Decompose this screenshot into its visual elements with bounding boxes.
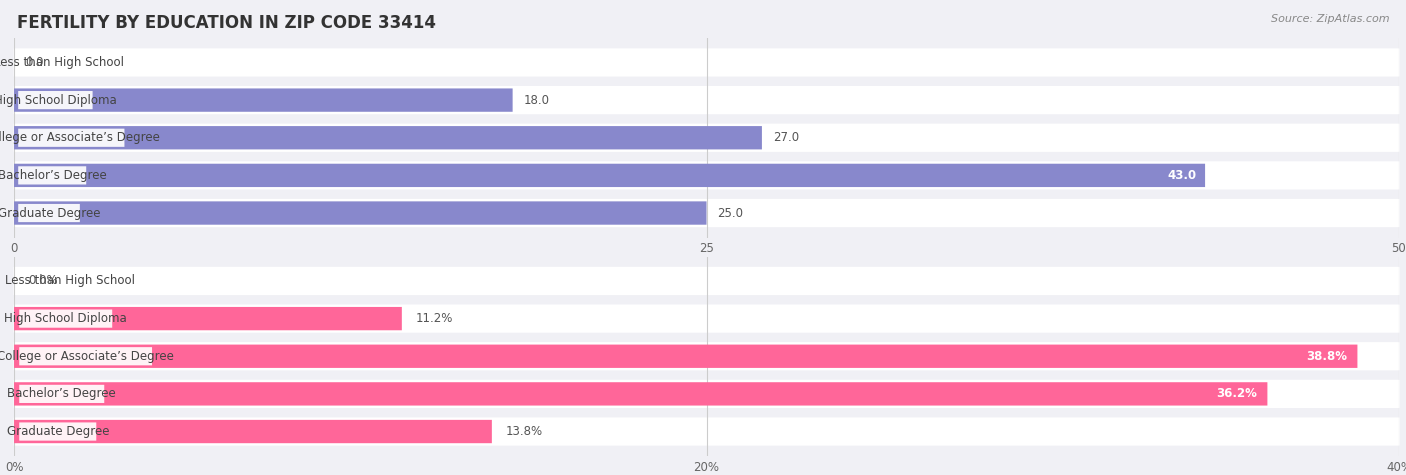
Text: 11.2%: 11.2% <box>416 312 453 325</box>
Text: 38.8%: 38.8% <box>1306 350 1347 363</box>
Text: Graduate Degree: Graduate Degree <box>0 207 100 219</box>
FancyBboxPatch shape <box>20 272 120 290</box>
Text: 27.0: 27.0 <box>773 131 799 144</box>
FancyBboxPatch shape <box>14 267 1399 295</box>
FancyBboxPatch shape <box>14 164 1205 187</box>
Text: 25.0: 25.0 <box>717 207 744 219</box>
Text: 0.0%: 0.0% <box>28 275 58 287</box>
FancyBboxPatch shape <box>14 307 402 330</box>
FancyBboxPatch shape <box>20 422 96 441</box>
Text: 18.0: 18.0 <box>523 94 550 106</box>
Text: Bachelor’s Degree: Bachelor’s Degree <box>7 388 117 400</box>
FancyBboxPatch shape <box>20 310 112 328</box>
FancyBboxPatch shape <box>18 91 93 109</box>
Text: High School Diploma: High School Diploma <box>0 94 117 106</box>
FancyBboxPatch shape <box>14 342 1399 370</box>
Text: High School Diploma: High School Diploma <box>4 312 127 325</box>
Text: Graduate Degree: Graduate Degree <box>7 425 110 438</box>
Text: Bachelor’s Degree: Bachelor’s Degree <box>0 169 107 182</box>
Text: 13.8%: 13.8% <box>506 425 543 438</box>
FancyBboxPatch shape <box>14 162 1399 190</box>
FancyBboxPatch shape <box>14 382 1267 406</box>
Text: 36.2%: 36.2% <box>1216 388 1257 400</box>
FancyBboxPatch shape <box>18 129 125 147</box>
FancyBboxPatch shape <box>14 418 1399 446</box>
FancyBboxPatch shape <box>14 380 1399 408</box>
FancyBboxPatch shape <box>14 124 1399 152</box>
FancyBboxPatch shape <box>14 86 1399 114</box>
Text: FERTILITY BY EDUCATION IN ZIP CODE 33414: FERTILITY BY EDUCATION IN ZIP CODE 33414 <box>17 14 436 32</box>
FancyBboxPatch shape <box>20 385 104 403</box>
Text: Source: ZipAtlas.com: Source: ZipAtlas.com <box>1271 14 1389 24</box>
FancyBboxPatch shape <box>14 304 1399 332</box>
FancyBboxPatch shape <box>20 347 152 365</box>
Text: 0.0: 0.0 <box>25 56 44 69</box>
FancyBboxPatch shape <box>14 199 1399 227</box>
FancyBboxPatch shape <box>14 48 1399 76</box>
FancyBboxPatch shape <box>14 420 492 443</box>
FancyBboxPatch shape <box>14 344 1357 368</box>
FancyBboxPatch shape <box>18 166 86 184</box>
FancyBboxPatch shape <box>14 201 707 225</box>
Text: College or Associate’s Degree: College or Associate’s Degree <box>0 131 160 144</box>
FancyBboxPatch shape <box>18 204 80 222</box>
FancyBboxPatch shape <box>14 126 762 150</box>
FancyBboxPatch shape <box>18 53 98 72</box>
Text: 43.0: 43.0 <box>1167 169 1197 182</box>
Text: College or Associate’s Degree: College or Associate’s Degree <box>0 350 174 363</box>
Text: Less than High School: Less than High School <box>4 275 135 287</box>
Text: Less than High School: Less than High School <box>0 56 124 69</box>
FancyBboxPatch shape <box>14 88 513 112</box>
